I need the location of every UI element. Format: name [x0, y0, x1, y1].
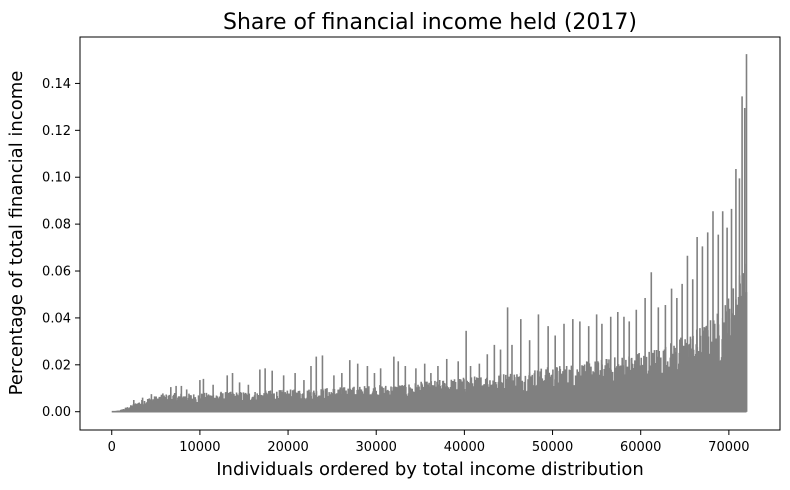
plot-area [79, 36, 781, 431]
y-tick-label: 0.04 [42, 311, 71, 326]
y-tick-label: 0.12 [42, 124, 71, 139]
x-tick-label: 30000 [356, 440, 397, 455]
y-tick-label: 0.06 [42, 265, 71, 280]
x-tick-label: 70000 [708, 440, 749, 455]
y-tick-label: 0.00 [42, 405, 71, 420]
axes-frame [79, 36, 781, 431]
x-tick-label: 10000 [179, 440, 220, 455]
y-axis: 0.00 0.02 0.04 0.06 0.08 0.10 0.12 0.14 [42, 77, 80, 420]
x-tick-label: 20000 [267, 440, 308, 455]
x-tick-label: 50000 [532, 440, 573, 455]
y-tick-label: 0.10 [42, 171, 71, 186]
y-tick-label: 0.02 [42, 358, 71, 373]
y-tick-label: 0.08 [42, 218, 71, 233]
series-layer [111, 54, 748, 413]
x-axis: 0 10000 20000 30000 40000 50000 60000 70000 [108, 430, 750, 455]
x-tick-label: 0 [108, 440, 116, 455]
y-axis-label: Percentage of total financial income [6, 71, 27, 396]
chart-title: Share of financial income held (2017) [223, 10, 637, 35]
x-tick-label: 60000 [620, 440, 661, 455]
x-tick-label: 40000 [444, 440, 485, 455]
y-tick-label: 0.14 [42, 77, 71, 92]
x-axis-label: Individuals ordered by total income dist… [216, 459, 644, 480]
